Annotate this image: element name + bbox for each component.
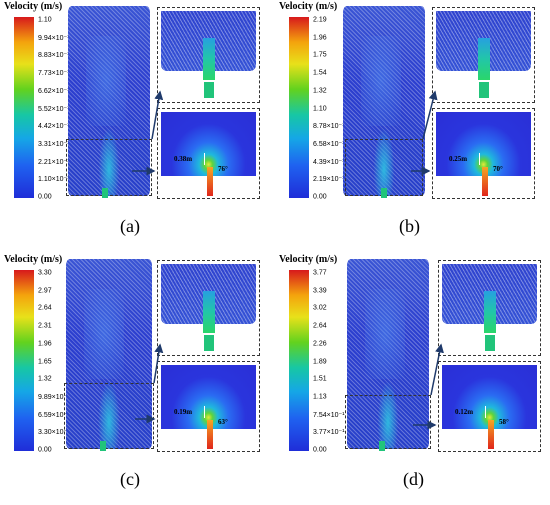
tick: 1.96 [38, 340, 52, 348]
angle-label: 63° [218, 418, 228, 426]
nozzle [102, 188, 108, 198]
tick: 1.54 [313, 69, 327, 77]
tick: 2.64 [38, 304, 52, 312]
tick: 3.77×10⁻¹ [313, 429, 345, 437]
tick: 7.73×10⁻¹ [38, 70, 70, 78]
tick: 3.02 [313, 304, 327, 312]
tick: 1.10×10⁻¹ [38, 176, 70, 184]
tick: 3.39 [313, 287, 327, 295]
tick: 1.10 [38, 16, 52, 24]
panel-b: Velocity (m/s) 2.19 1.96 1.75 1.54 1.32 … [275, 0, 550, 252]
tick: 3.77 [313, 269, 327, 277]
tank-velocity-field [343, 6, 425, 196]
tick: 1.75 [313, 51, 327, 59]
inset-jet-detail: 0.12m 58° [438, 361, 541, 452]
tick: 1.32 [38, 375, 52, 383]
colorbar [289, 17, 309, 198]
tick: 6.59×10⁻¹ [38, 411, 70, 419]
inset-jet-detail: 0.25m 70° [432, 108, 535, 199]
arrows [135, 343, 164, 424]
inset-flow-detail [157, 260, 260, 356]
tick: 1.13 [313, 393, 327, 401]
nozzle [381, 188, 387, 198]
tick: 2.31 [38, 322, 52, 330]
panel-a: Velocity (m/s) 1.10 9.94×10⁻¹ 8.83×10⁻¹ … [0, 0, 275, 252]
tick: 1.51 [313, 375, 327, 383]
tick: 2.21×10⁻¹ [38, 158, 70, 166]
arrows [132, 90, 164, 176]
panel-label: (d) [403, 469, 424, 489]
inset-flow-detail [438, 260, 541, 356]
arrows [411, 90, 438, 176]
panel-c: Velocity (m/s) 3.30 2.97 2.64 2.31 1.96 … [0, 253, 275, 505]
tick: 1.10 [313, 105, 327, 112]
panel-label: (a) [120, 216, 140, 236]
panel-label: (c) [120, 469, 140, 489]
height-label: 0.12m [455, 408, 474, 416]
tick: 0.00 [38, 193, 52, 201]
tick: 4.42×10⁻¹ [38, 123, 70, 131]
velocity-title: Velocity (m/s) [4, 1, 63, 12]
inset-flow-detail [432, 7, 535, 103]
inset-jet-detail: 0.38m 76° [157, 108, 260, 199]
tick: 1.65 [38, 358, 52, 365]
tick: 9.94×10⁻¹ [38, 34, 70, 42]
tick: 7.54×10⁻¹ [313, 411, 345, 419]
angle-label: 70° [493, 165, 503, 173]
tank-velocity-field [66, 259, 152, 449]
tick: 2.19×10⁻¹ [313, 176, 345, 184]
nozzle [379, 441, 385, 451]
colorbar [289, 270, 309, 451]
panel-d: Velocity (m/s) 3.77 3.39 3.02 2.64 2.26 … [275, 253, 550, 505]
height-label: 0.25m [449, 155, 468, 163]
tick: 2.19 [313, 16, 327, 24]
height-label: 0.38m [174, 155, 193, 163]
tick: 1.89 [313, 358, 327, 365]
tick: 3.30×10⁻¹ [38, 429, 70, 437]
colorbar [14, 270, 34, 451]
velocity-title: Velocity (m/s) [4, 254, 63, 265]
panel-label: (b) [399, 216, 420, 236]
tick: 0.00 [313, 193, 327, 201]
inset-jet-detail: 0.19m 63° [157, 361, 260, 452]
tick: 4.39×10⁻¹ [313, 158, 345, 166]
tick: 0.00 [313, 446, 327, 454]
tick: 9.89×10⁻¹ [38, 393, 70, 401]
tick: 1.32 [313, 87, 327, 95]
tick: 2.64 [313, 322, 327, 330]
height-label: 0.19m [174, 408, 193, 416]
angle-label: 76° [218, 165, 228, 173]
nozzle [100, 441, 106, 451]
angle-label: 58° [499, 418, 509, 426]
tick: 3.31×10⁻¹ [38, 140, 70, 148]
inset-flow-detail [157, 7, 260, 103]
tank-velocity-field [68, 6, 150, 196]
tick: 8.78×10⁻¹ [313, 123, 345, 131]
colorbar [14, 17, 34, 198]
tick: 2.26 [313, 340, 327, 348]
velocity-title: Velocity (m/s) [279, 1, 338, 12]
tick: 5.52×10⁻¹ [38, 105, 70, 113]
tick: 1.96 [313, 34, 327, 42]
arrows [413, 343, 444, 430]
tick: 6.62×10⁻¹ [38, 87, 70, 95]
tick: 0.00 [38, 446, 52, 454]
tank-velocity-field [347, 259, 429, 449]
velocity-title: Velocity (m/s) [279, 254, 338, 265]
tick: 8.83×10⁻¹ [38, 52, 70, 60]
tick: 2.97 [38, 287, 52, 295]
tick: 6.58×10⁻¹ [313, 140, 345, 148]
tick: 3.30 [38, 269, 52, 277]
